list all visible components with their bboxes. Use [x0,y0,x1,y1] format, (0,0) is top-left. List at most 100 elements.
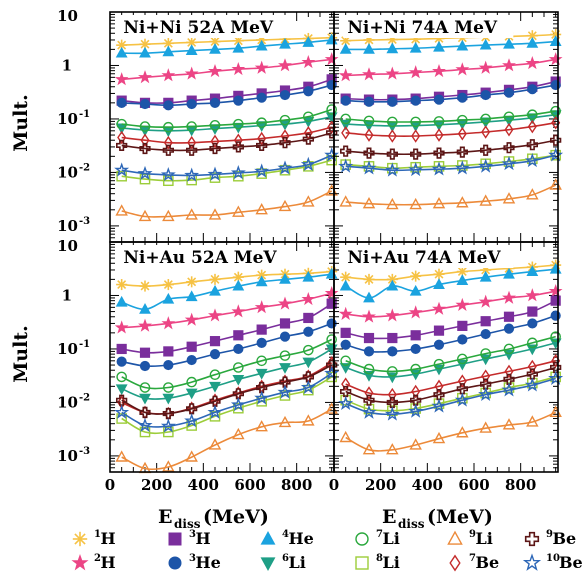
data-point-He4 [185,44,198,55]
panel-title-bg [119,15,290,38]
data-point-He4 [302,36,315,47]
data-point-He4 [526,36,539,48]
data-point-Be7 [187,135,197,150]
panel-4: Ni+Au 74A MeV [333,241,564,473]
legend-label-mass: 4 [282,529,289,540]
data-point-Li9 [339,195,352,207]
legend-label-mass: 7 [469,553,476,564]
data-point-Be10 [408,403,424,418]
series-line-H3 [121,303,333,354]
data-point-H3 [279,318,291,329]
data-point-Li8 [163,175,174,187]
data-point-Li6 [339,363,352,374]
data-point-Be7 [117,130,127,145]
x-tick-label: 800 [281,476,312,494]
data-point-Li9 [232,427,245,440]
x-tick-label: 600 [234,476,265,494]
data-point-Be9 [386,148,399,160]
series-line-H2 [345,58,556,77]
y-tick-label: 10 [57,393,78,411]
legend-marker-Li7 [355,532,369,546]
data-point-Li7 [527,337,538,349]
legend-label-element: H [101,529,116,548]
legend-marker-Li9 [447,530,463,545]
data-point-He4 [209,284,221,296]
data-point-Li9 [278,415,292,428]
data-point-H3 [303,312,314,324]
data-point-Li9 [526,415,539,427]
series-Li6 [115,344,338,405]
data-point-Be7 [481,369,491,383]
data-point-Li7 [209,120,221,131]
x-tick-labels-panel-3: 0 200 400 600 800 [105,476,313,494]
data-point-He3 [363,346,375,357]
data-point-H2 [184,312,199,326]
series-line-H3 [345,80,556,101]
legend-item-Be10: 10 Be [522,553,582,572]
data-point-H2 [548,52,563,66]
legend-marker-He4 [260,531,276,545]
data-point-Be9 [526,368,539,380]
data-point-He4 [503,267,515,279]
data-point-Li9 [432,196,446,209]
data-point-Li7 [387,366,398,377]
series-line-H3 [121,78,332,104]
series-line-Be7 [121,126,332,144]
data-point-H1 [186,276,198,288]
series-line-He4 [121,39,332,55]
legend-label-element: Be [553,529,577,548]
data-point-H2 [455,62,470,76]
data-point-H3 [233,330,244,341]
x-tick-label: 0 [105,476,115,494]
data-point-Li9 [526,188,539,200]
series-line-Li9 [121,190,333,218]
data-point-Be10 [384,162,400,177]
series-line-Li8 [121,159,332,182]
data-point-He4 [433,278,445,289]
data-point-He3 [387,96,398,107]
data-point-Li7 [303,344,314,356]
series-Be9 [116,359,338,420]
y-tick-label: 10 [57,163,78,181]
data-point-He4 [185,290,198,302]
data-point-Be7 [504,122,514,137]
data-point-H2 [301,291,316,306]
data-point-He4 [363,43,375,54]
series-line-Be10 [121,154,333,177]
data-point-He4 [115,46,128,58]
data-point-Li8 [233,402,244,414]
data-point-Be7 [481,125,491,139]
data-point-Be10 [478,386,494,402]
data-point-H2 [324,52,339,66]
data-point-Li7 [209,369,221,380]
data-point-Be9 [409,148,422,160]
data-point-He4 [139,303,151,314]
data-point-Li7 [256,355,267,367]
legend-item-He4: 4 He [260,529,314,548]
data-point-Li9 [138,209,152,222]
x-axis-label-right-unit: (MeV) [427,506,493,528]
data-point-H2 [161,316,176,330]
data-point-Be7 [280,129,290,143]
data-point-He3 [550,310,561,321]
legend-label-mass: 3 [189,553,196,564]
data-point-He4 [409,41,422,53]
data-point-Li7 [527,109,538,121]
data-point-Be9 [339,385,352,398]
series-line-He3 [121,84,332,107]
series-He4 [339,35,562,54]
data-point-Be7 [457,126,467,141]
legend-label-element: Be [476,553,500,572]
data-point-Li8 [279,164,291,176]
data-point-H2 [432,301,446,315]
data-point-H2 [525,55,540,70]
data-point-He4 [456,39,469,51]
data-point-H2 [324,285,339,300]
series-He4 [115,267,338,314]
data-point-H1 [340,271,352,283]
data-point-H2 [254,60,269,74]
series-H2 [114,285,339,334]
data-point-Li9 [409,438,422,450]
legend-marker-H2 [71,553,89,571]
data-point-Li9 [479,421,492,433]
